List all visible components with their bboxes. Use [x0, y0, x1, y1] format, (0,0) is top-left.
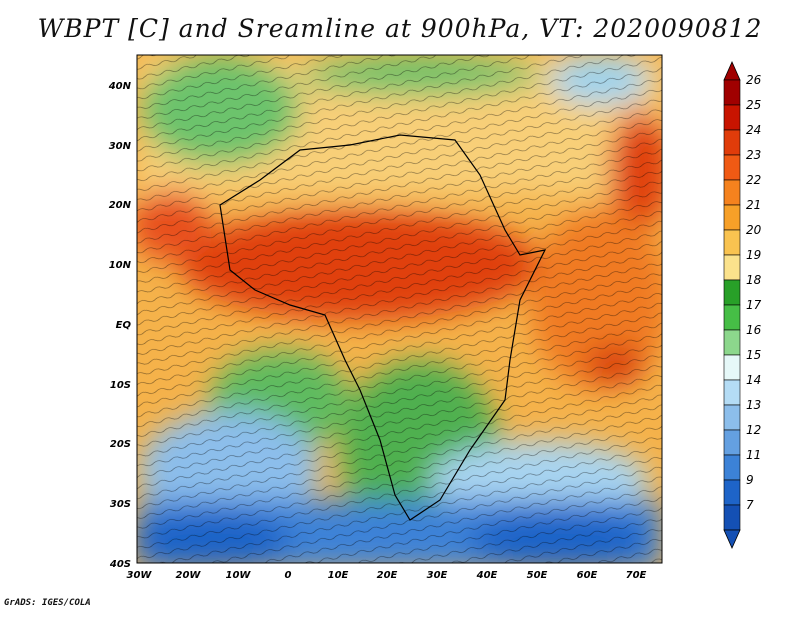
lat-label: 10S [110, 380, 131, 391]
lat-label: 30N [109, 141, 132, 152]
colorbar-label: 24 [746, 123, 761, 137]
colorbar-label: 9 [746, 473, 754, 487]
colorbar-swatch [723, 304, 741, 331]
lat-label: 40S [109, 559, 131, 570]
lon-label: 70E [626, 570, 647, 581]
lon-label: 0 [285, 570, 292, 581]
colorbar-label: 12 [746, 423, 761, 437]
colorbar-bottom-arrow [723, 529, 741, 549]
colorbar-label: 18 [746, 273, 762, 287]
colorbar-swatch [723, 504, 741, 531]
lon-label: 30W [127, 570, 153, 581]
colorbar-label: 19 [746, 248, 761, 262]
colorbar-swatch [723, 104, 741, 131]
longitude-axis: 30W 20W 10W 0 10E 20E 30E 40E 50E 60E 70… [127, 570, 647, 581]
colorbar-label: 25 [746, 98, 761, 112]
lat-label: 20N [109, 200, 132, 211]
colorbar-swatch [723, 254, 741, 281]
colorbar-label: 23 [746, 148, 761, 162]
colorbar-label: 17 [746, 298, 762, 312]
colorbar-swatch [723, 179, 741, 206]
lon-label: 40E [476, 570, 498, 581]
map-panel [137, 55, 662, 563]
colorbar-swatch [723, 354, 741, 381]
chart-title: WBPT [C] and Sreamline at 900hPa, VT: 20… [37, 14, 763, 43]
lon-label: 20E [377, 570, 398, 581]
colorbar-label: 20 [746, 223, 762, 237]
colorbar-label: 15 [746, 348, 761, 362]
colorbar-label: 14 [746, 373, 761, 387]
colorbar-label: 22 [746, 173, 761, 187]
colorbar-label: 11 [746, 448, 761, 462]
colorbar-swatch [723, 204, 741, 231]
coastline [219, 134, 547, 521]
lon-label: 10E [328, 570, 349, 581]
lat-label: 10N [109, 260, 132, 271]
colorbar: 26 25 24 23 22 21 20 19 18 17 16 15 14 13 12 11 9 7 [723, 61, 762, 549]
lat-label: 30S [110, 499, 131, 510]
colorbar-label: 13 [746, 398, 761, 412]
map-frame [136, 54, 663, 564]
lat-label: EQ [116, 320, 132, 331]
colorbar-label: 7 [746, 498, 754, 512]
lat-label: 40N [108, 81, 132, 92]
streamlines [137, 55, 662, 563]
lat-label: 20S [110, 439, 131, 450]
latitude-axis: 40N 30N 20N 10N EQ 10S 20S 30S 40S [108, 81, 132, 570]
colorbar-swatch [723, 129, 741, 156]
colorbar-swatch [723, 329, 741, 356]
colorbar-label: 21 [746, 198, 761, 212]
colorbar-swatch [723, 79, 741, 106]
lon-label: 30E [427, 570, 448, 581]
colorbar-swatch [723, 279, 741, 306]
colorbar-swatch [723, 429, 741, 456]
colorbar-top-arrow [723, 61, 741, 81]
lon-label: 50E [527, 570, 548, 581]
colorbar-swatch [723, 454, 741, 481]
lon-label: 20W [176, 570, 202, 581]
lon-label: 60E [577, 570, 598, 581]
colorbar-swatch [723, 229, 741, 256]
lon-label: 10W [226, 570, 252, 581]
colorbar-swatch [723, 154, 741, 181]
colorbar-label: 16 [746, 323, 762, 337]
colorbar-label: 26 [746, 73, 762, 87]
colorbar-swatch [723, 379, 741, 406]
grads-credit: GrADS: IGES/COLA [4, 598, 91, 608]
colorbar-swatch [723, 404, 741, 431]
colorbar-swatch [723, 479, 741, 506]
